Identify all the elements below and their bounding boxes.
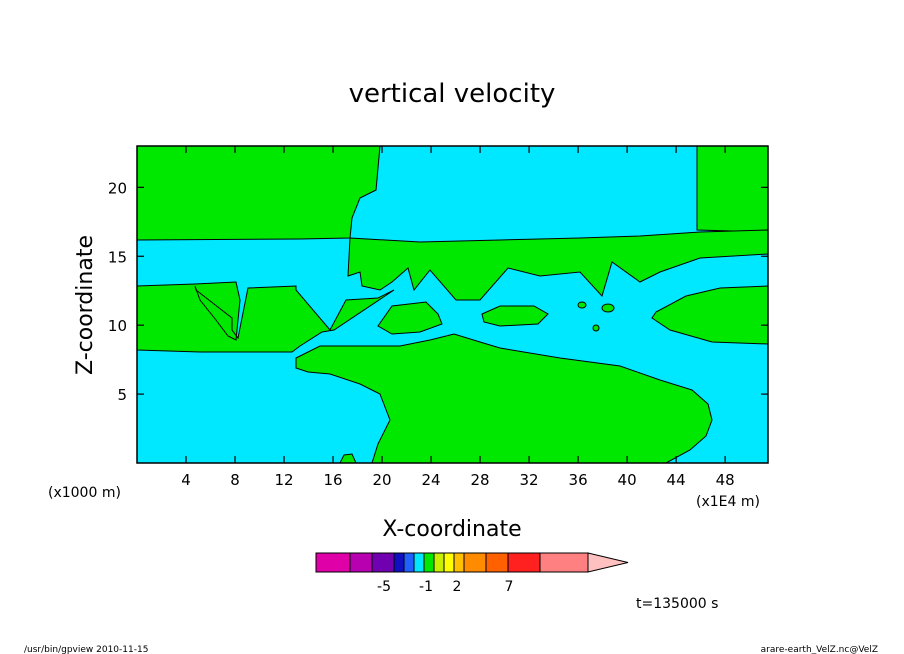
y-tick-label: 10 [108,317,127,335]
x-tick-label: 4 [181,471,191,489]
region-lower-mass [295,333,713,463]
chart-title: vertical velocity [349,79,556,109]
x-tick-label: 36 [569,471,588,489]
colorbar-swatch [463,552,487,573]
colorbar-tick-label: -5 [377,579,391,595]
x-tick-label: 32 [520,471,539,489]
plot-frame [136,145,769,464]
colorbar-tick-label: 2 [453,579,462,595]
colorbar-swatch [371,552,395,573]
x-units-right: (x1E4 m) [696,494,760,510]
x-tick-label: 40 [618,471,637,489]
colorbar-swatch [315,552,351,573]
region-middle-band [347,229,768,301]
colorbar-tick-label: -1 [419,579,433,595]
y-tick-label: 20 [108,179,127,197]
colorbar-tick-labels: -5 -1 2 7 [377,579,513,595]
y-tick-label: 15 [108,248,127,266]
positive-velocity-regions [137,146,768,463]
colorbar-swatch [453,552,465,573]
x-tick-label: 24 [422,471,441,489]
y-axis-label: Z-coordinate [73,235,98,375]
colorbar-swatch [443,552,455,573]
colorbar-swatch [423,552,435,573]
region-top-right [696,146,768,233]
x-units-left: (x1000 m) [48,485,121,501]
x-tick-label: 20 [373,471,392,489]
region-small-blob-1 [577,301,587,309]
colorbar-swatch [433,552,445,573]
colorbar-swatch [403,552,415,573]
x-axis-label: X-coordinate [382,517,521,542]
colorbar-swatch [507,552,541,573]
region-bottom-blob [339,453,357,463]
x-tick-label: 8 [230,471,240,489]
region-right-oval [651,285,768,345]
x-axis-ticks: 4 8 12 16 20 24 28 32 36 40 44 48 [181,146,735,489]
y-tick-label: 5 [117,386,127,404]
colorbar-swatch [393,552,405,573]
x-tick-label: 28 [471,471,490,489]
region-inner-oval [481,305,549,327]
region-left-shelf [137,281,395,353]
colorbar-swatch [413,552,425,573]
y-axis-ticks: 5 10 15 20 [108,179,768,404]
colorbar-swatch [485,552,509,573]
footer-right: arare-earth_VelZ.nc@VelZ [761,645,878,654]
footer-left: /usr/bin/gpview 2010-11-15 [24,645,148,654]
colorbar-tick-label: 7 [505,579,514,595]
region-top-left [137,146,381,241]
x-tick-label: 44 [667,471,686,489]
colorbar [315,552,629,573]
colorbar-swatch [349,552,373,573]
region-small-blob-2 [601,303,615,313]
x-tick-label: 48 [716,471,735,489]
colorbar-extend-arrow [587,552,629,573]
colorbar-swatch [539,552,589,573]
time-label: t=135000 s [636,596,718,612]
x-tick-label: 12 [274,471,293,489]
region-small-blob-3 [592,324,600,332]
x-tick-label: 16 [323,471,342,489]
region-inner-block [377,301,443,335]
